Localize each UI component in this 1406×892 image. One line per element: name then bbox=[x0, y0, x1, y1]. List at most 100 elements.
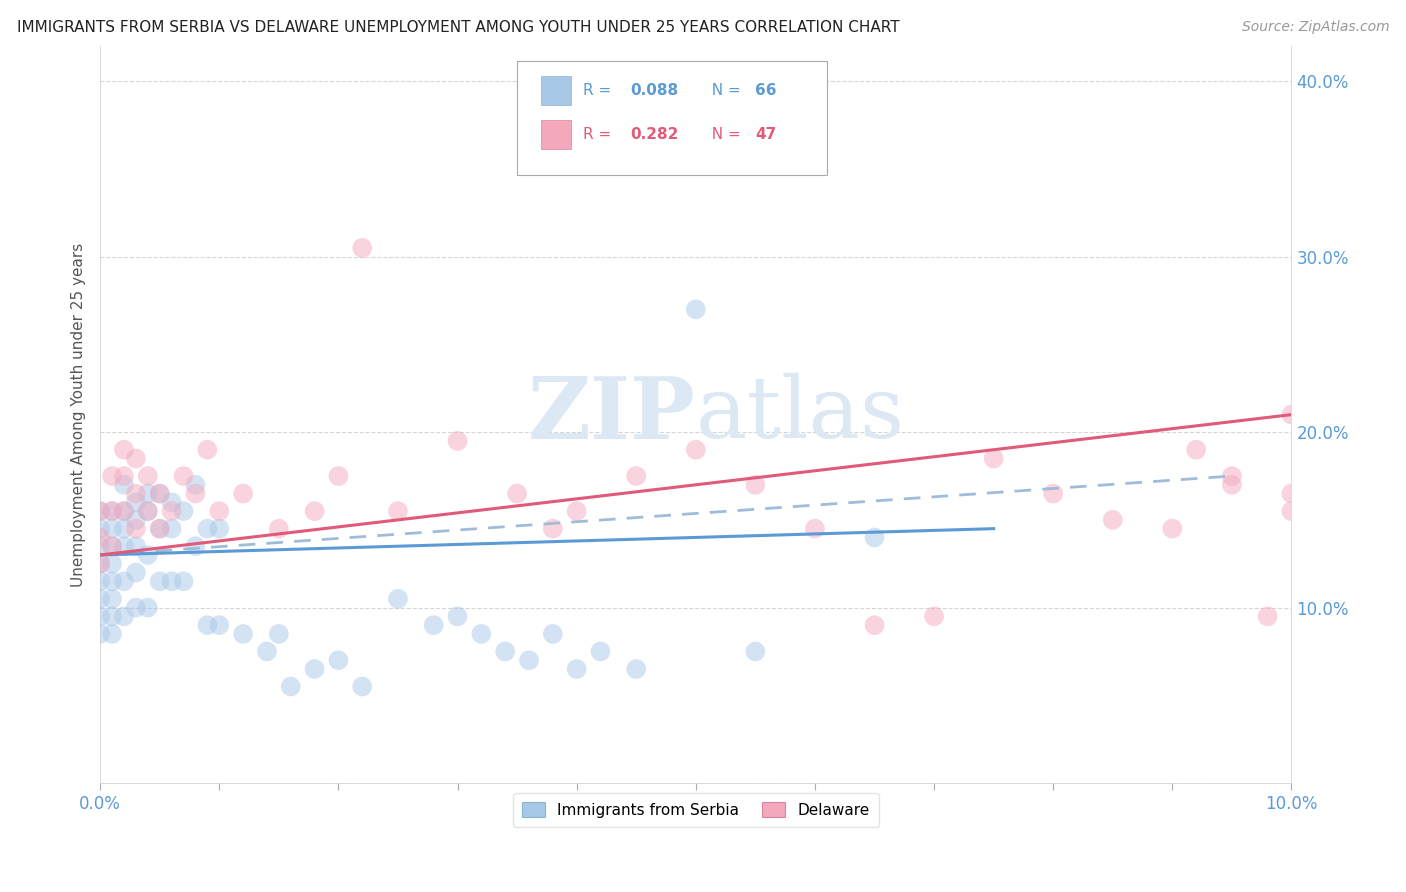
Point bbox=[517, 653, 540, 667]
Text: ZIP: ZIP bbox=[529, 373, 696, 457]
Point bbox=[89, 557, 111, 571]
Point bbox=[125, 451, 148, 466]
Point bbox=[125, 513, 148, 527]
Point bbox=[136, 469, 159, 483]
Point bbox=[685, 442, 707, 457]
Point bbox=[1281, 486, 1303, 500]
Text: 47: 47 bbox=[755, 128, 776, 142]
Point bbox=[89, 591, 111, 606]
Point bbox=[1161, 522, 1184, 536]
Point bbox=[267, 627, 290, 641]
Point bbox=[685, 302, 707, 317]
Point bbox=[160, 504, 183, 518]
Point bbox=[125, 495, 148, 509]
Point bbox=[136, 548, 159, 562]
Point bbox=[101, 539, 124, 553]
Y-axis label: Unemployment Among Youth under 25 years: Unemployment Among Youth under 25 years bbox=[72, 243, 86, 587]
Point bbox=[352, 680, 374, 694]
Point bbox=[1281, 408, 1303, 422]
Point bbox=[256, 644, 278, 658]
Point bbox=[89, 627, 111, 641]
Point bbox=[446, 609, 468, 624]
Point bbox=[112, 469, 135, 483]
Point bbox=[422, 618, 444, 632]
Point bbox=[494, 644, 516, 658]
Point bbox=[89, 504, 111, 518]
Legend: Immigrants from Serbia, Delaware: Immigrants from Serbia, Delaware bbox=[513, 793, 879, 827]
FancyBboxPatch shape bbox=[517, 61, 827, 175]
Point bbox=[1257, 609, 1279, 624]
Point bbox=[328, 469, 350, 483]
Point bbox=[101, 591, 124, 606]
Point bbox=[89, 574, 111, 589]
Point bbox=[184, 486, 207, 500]
Point bbox=[149, 574, 172, 589]
Point bbox=[565, 662, 588, 676]
Point bbox=[136, 600, 159, 615]
Point bbox=[626, 469, 648, 483]
Point bbox=[112, 504, 135, 518]
Point bbox=[1220, 469, 1243, 483]
Point bbox=[101, 539, 124, 553]
Point bbox=[1185, 442, 1208, 457]
Point bbox=[89, 504, 111, 518]
Point bbox=[744, 478, 766, 492]
FancyBboxPatch shape bbox=[541, 120, 571, 149]
Point bbox=[863, 618, 886, 632]
Point bbox=[136, 504, 159, 518]
Point bbox=[101, 557, 124, 571]
FancyBboxPatch shape bbox=[541, 76, 571, 105]
Point bbox=[1281, 504, 1303, 518]
Text: N =: N = bbox=[702, 128, 745, 142]
Point bbox=[983, 451, 1005, 466]
Point bbox=[184, 539, 207, 553]
Point bbox=[195, 618, 218, 632]
Point bbox=[149, 486, 172, 500]
Point bbox=[89, 609, 111, 624]
Point bbox=[149, 486, 172, 500]
Point bbox=[125, 539, 148, 553]
Point bbox=[173, 469, 195, 483]
Point bbox=[112, 442, 135, 457]
Point bbox=[470, 627, 492, 641]
Point bbox=[304, 662, 326, 676]
Point bbox=[541, 522, 564, 536]
Point bbox=[626, 662, 648, 676]
Point bbox=[101, 609, 124, 624]
Point bbox=[1220, 478, 1243, 492]
Point bbox=[125, 566, 148, 580]
Point bbox=[506, 486, 529, 500]
Text: R =: R = bbox=[582, 83, 616, 98]
Point bbox=[101, 627, 124, 641]
Point bbox=[304, 504, 326, 518]
Point bbox=[112, 609, 135, 624]
Point bbox=[101, 469, 124, 483]
Text: R =: R = bbox=[582, 128, 616, 142]
Point bbox=[195, 442, 218, 457]
Text: Source: ZipAtlas.com: Source: ZipAtlas.com bbox=[1241, 20, 1389, 34]
Point bbox=[922, 609, 945, 624]
Point bbox=[101, 504, 124, 518]
Point bbox=[101, 522, 124, 536]
Point bbox=[173, 574, 195, 589]
Point bbox=[184, 478, 207, 492]
Point bbox=[804, 522, 827, 536]
Point bbox=[89, 522, 111, 536]
Point bbox=[1042, 486, 1064, 500]
Point bbox=[541, 627, 564, 641]
Point bbox=[160, 495, 183, 509]
Point bbox=[89, 531, 111, 545]
Point bbox=[565, 504, 588, 518]
Point bbox=[280, 680, 302, 694]
Text: IMMIGRANTS FROM SERBIA VS DELAWARE UNEMPLOYMENT AMONG YOUTH UNDER 25 YEARS CORRE: IMMIGRANTS FROM SERBIA VS DELAWARE UNEMP… bbox=[17, 20, 900, 35]
Point bbox=[446, 434, 468, 448]
Point bbox=[863, 531, 886, 545]
Point bbox=[232, 486, 254, 500]
Point bbox=[89, 539, 111, 553]
Point bbox=[125, 600, 148, 615]
Point bbox=[387, 504, 409, 518]
Point bbox=[125, 522, 148, 536]
Text: atlas: atlas bbox=[696, 373, 905, 456]
Point bbox=[149, 522, 172, 536]
Point bbox=[173, 504, 195, 518]
